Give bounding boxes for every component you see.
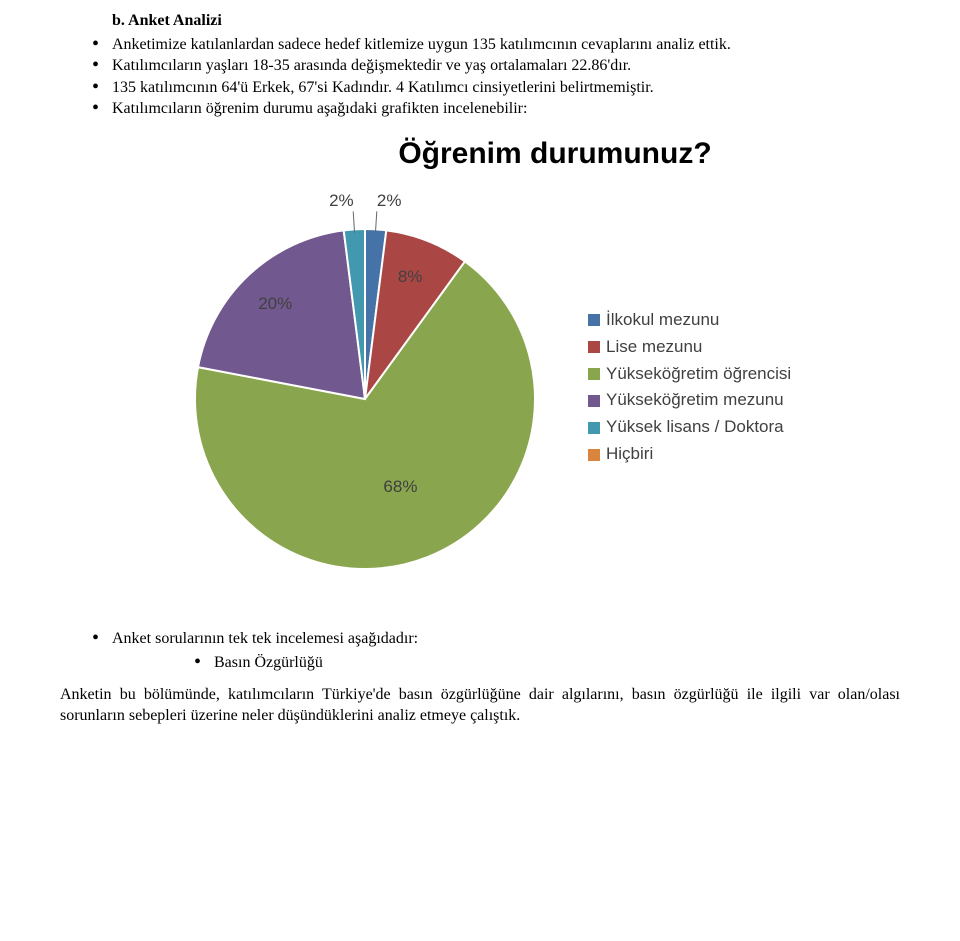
- pie-slice-label: 2%: [377, 190, 402, 213]
- legend-swatch: [588, 395, 600, 407]
- list-item: Katılımcıların yaşları 18-35 arasında de…: [88, 55, 900, 77]
- pie-slice-label: 2%: [329, 190, 354, 213]
- legend-swatch: [588, 449, 600, 461]
- legend-item: Lise mezunu: [588, 336, 791, 359]
- education-pie-chart: Öğrenim durumunuz? 2% 8% 68% 20% 2% İlkokul …: [60, 134, 900, 595]
- legend-item: Yükseköğretim öğrencisi: [588, 363, 791, 386]
- bullet-text: 135 katılımcının 64'ü Erkek, 67'si Kadın…: [112, 79, 654, 96]
- bullet-text: Katılımcıların öğrenim durumu aşağıdaki …: [112, 100, 527, 117]
- pie-slice-label: 20%: [258, 293, 292, 316]
- legend-swatch: [588, 341, 600, 353]
- list-item: Basın Özgürlüğü: [190, 652, 900, 674]
- pie-slice-label: 68%: [383, 476, 417, 499]
- section-heading: b. Anket Analizi: [60, 10, 900, 32]
- legend-label: Yükseköğretim mezunu: [606, 389, 784, 412]
- legend-item: Hiçbiri: [588, 443, 791, 466]
- chart-body: 2% 8% 68% 20% 2% İlkokul mezunu Lise mezunu Yü…: [60, 184, 900, 594]
- legend-item: Yüksek lisans / Doktora: [588, 416, 791, 439]
- list-item: Anket sorularının tek tek incelemesi aşa…: [88, 628, 900, 673]
- legend-swatch: [588, 422, 600, 434]
- bullet-text: Katılımcıların yaşları 18-35 arasında de…: [112, 57, 631, 74]
- bullet-text: Anket sorularının tek tek incelemesi aşa…: [112, 630, 418, 647]
- chart-legend: İlkokul mezunu Lise mezunu Yükseköğretim ö…: [588, 309, 791, 471]
- pie-svg: [160, 184, 570, 594]
- list-item: Anketimize katılanlardan sadece hedef ki…: [88, 34, 900, 56]
- legend-label: Hiçbiri: [606, 443, 653, 466]
- legend-label: Yüksek lisans / Doktora: [606, 416, 784, 439]
- legend-swatch: [588, 368, 600, 380]
- outro-list: Anket sorularının tek tek incelemesi aşa…: [60, 628, 900, 673]
- pie-slice-label: 8%: [398, 266, 423, 289]
- legend-swatch: [588, 314, 600, 326]
- pie-wrap: 2% 8% 68% 20% 2%: [160, 184, 570, 594]
- chart-title: Öğrenim durumunuz?: [398, 134, 711, 175]
- list-item: 135 katılımcının 64'ü Erkek, 67'si Kadın…: [88, 77, 900, 99]
- legend-item: İlkokul mezunu: [588, 309, 791, 332]
- legend-label: Lise mezunu: [606, 336, 702, 359]
- legend-label: Yükseköğretim öğrencisi: [606, 363, 791, 386]
- list-item: Katılımcıların öğrenim durumu aşağıdaki …: [88, 98, 900, 120]
- analysis-paragraph: Anketin bu bölümünde, katılımcıların Tür…: [60, 684, 900, 727]
- legend-item: Yükseköğretim mezunu: [588, 389, 791, 412]
- bullet-text: Anketimize katılanlardan sadece hedef ki…: [112, 36, 731, 53]
- intro-list: Anketimize katılanlardan sadece hedef ki…: [60, 34, 900, 120]
- bullet-text: Basın Özgürlüğü: [214, 654, 323, 671]
- nested-list: Basın Özgürlüğü: [112, 652, 900, 674]
- legend-label: İlkokul mezunu: [606, 309, 719, 332]
